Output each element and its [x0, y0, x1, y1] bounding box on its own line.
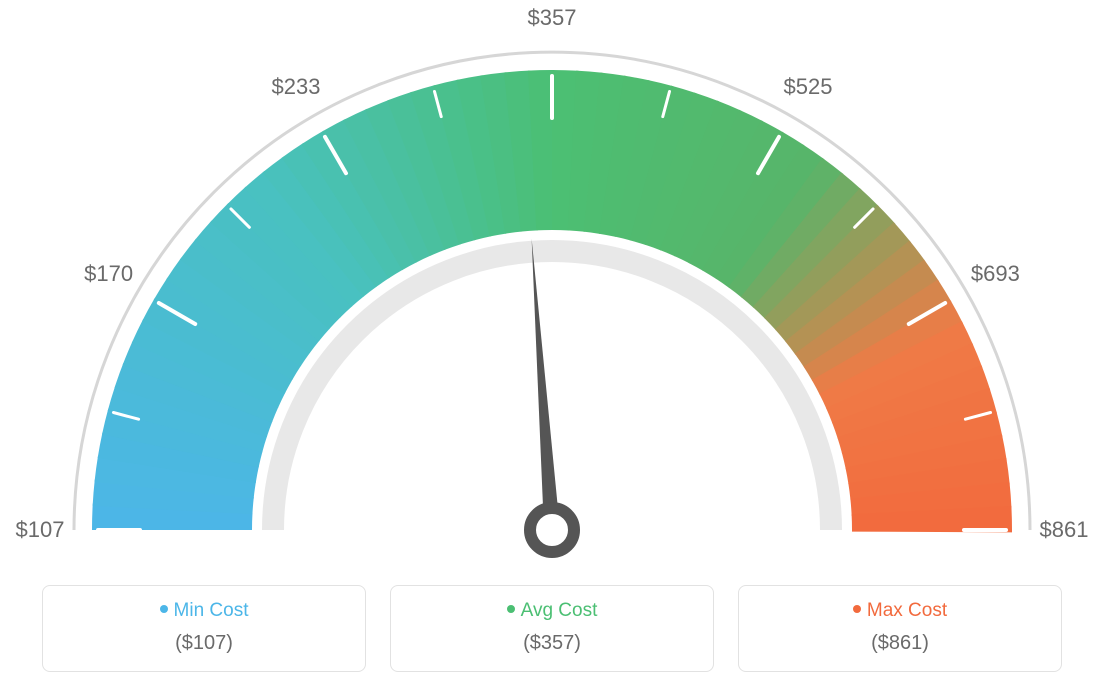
gauge-tick-label: $107: [16, 517, 65, 543]
legend-row: Min Cost ($107) Avg Cost ($357) Max Cost…: [42, 585, 1062, 672]
legend-title-max-text: Max Cost: [867, 600, 947, 621]
legend-title-min-text: Min Cost: [174, 600, 249, 621]
gauge-tick-label: $693: [971, 261, 1020, 287]
gauge-chart: $107 $170 $233 $357 $525 $693 $861: [0, 0, 1104, 560]
legend-card-max: Max Cost ($861): [738, 585, 1062, 672]
legend-title-min: Min Cost: [43, 600, 365, 622]
legend-value-max: ($861): [739, 632, 1061, 655]
legend-title-avg: Avg Cost: [391, 600, 713, 622]
gauge-tick-label: $357: [528, 5, 577, 31]
dot-icon: [853, 605, 861, 613]
legend-title-max: Max Cost: [739, 600, 1061, 622]
legend-value-min: ($107): [43, 632, 365, 655]
legend-card-min: Min Cost ($107): [42, 585, 366, 672]
gauge-svg: [0, 0, 1104, 560]
dot-icon: [160, 605, 168, 613]
dot-icon: [507, 605, 515, 613]
gauge-tick-label: $170: [84, 261, 133, 287]
gauge-tick-label: $525: [784, 74, 833, 100]
gauge-tick-label: $861: [1040, 517, 1089, 543]
gauge-tick-label: $233: [272, 74, 321, 100]
legend-title-avg-text: Avg Cost: [521, 600, 598, 621]
legend-value-avg: ($357): [391, 632, 713, 655]
legend-card-avg: Avg Cost ($357): [390, 585, 714, 672]
